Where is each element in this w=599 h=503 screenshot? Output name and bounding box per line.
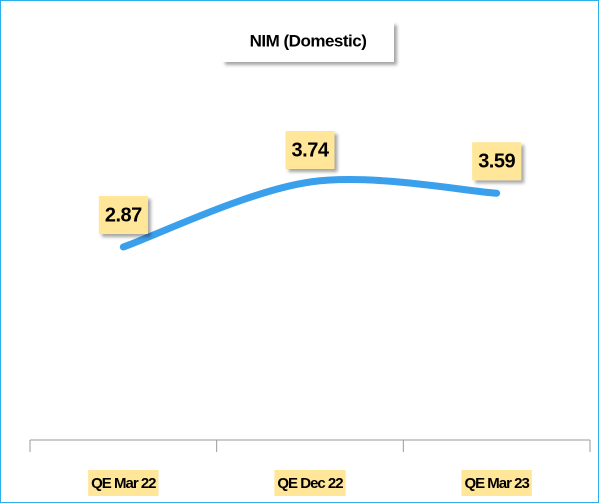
value-label: 3.59: [478, 150, 515, 172]
value-label-bg: [472, 142, 522, 181]
value-label: 3.74: [292, 139, 330, 161]
value-label-bg: [285, 131, 335, 169]
title-box: [222, 22, 394, 62]
value-label-bg: [98, 196, 148, 234]
value-label: 2.87: [105, 204, 142, 226]
chart-title: NIM (Domestic): [250, 31, 367, 50]
x-tick-label: QE Mar 22: [91, 475, 156, 492]
x-label-bg: [274, 470, 346, 496]
line: [119, 176, 501, 251]
x-label-bg: [88, 470, 159, 496]
x-label-bg: [461, 470, 532, 496]
x-tick-label: QE Mar 23: [464, 475, 529, 492]
x-tick-label: QE Dec 22: [277, 475, 343, 492]
